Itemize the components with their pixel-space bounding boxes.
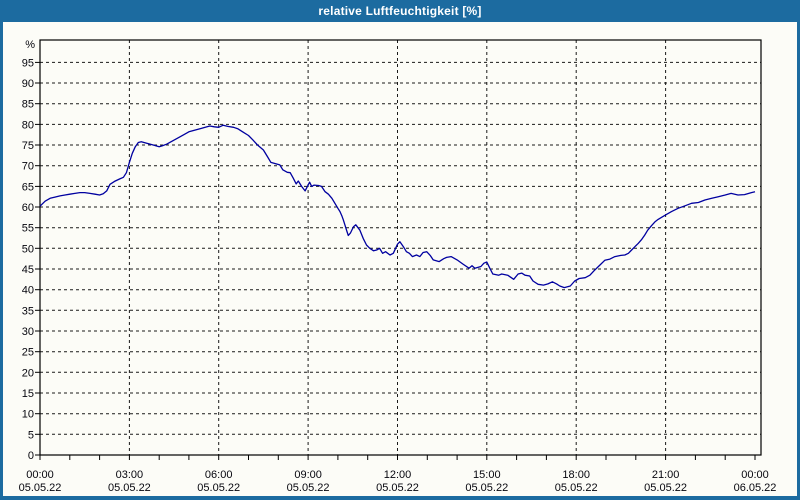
y-tick-label: 30 bbox=[22, 326, 34, 338]
x-tick-time-label: 21:00 bbox=[652, 469, 680, 481]
y-tick-label: 5 bbox=[28, 429, 34, 441]
y-tick-label: 15 bbox=[22, 388, 34, 400]
x-tick-date-label: 05.05.22 bbox=[465, 482, 508, 494]
y-tick-label: 85 bbox=[22, 99, 34, 111]
y-tick-label: 25 bbox=[22, 347, 34, 359]
x-tick-time-label: 06:00 bbox=[205, 469, 233, 481]
x-tick-date-label: 05.05.22 bbox=[287, 482, 330, 494]
x-tick-date-label: 05.05.22 bbox=[376, 482, 419, 494]
y-tick-label: 40 bbox=[22, 285, 34, 297]
x-tick-time-label: 09:00 bbox=[294, 469, 322, 481]
x-tick-time-label: 18:00 bbox=[562, 469, 590, 481]
y-tick-label: 20 bbox=[22, 367, 34, 379]
x-tick-date-label: 06.05.22 bbox=[734, 482, 777, 494]
x-tick-date-label: 05.05.22 bbox=[555, 482, 598, 494]
x-tick-date-label: 05.05.22 bbox=[197, 482, 240, 494]
y-tick-label: 35 bbox=[22, 305, 34, 317]
y-tick-label: 95 bbox=[22, 57, 34, 69]
y-tick-label: 60 bbox=[22, 202, 34, 214]
x-tick-time-label: 03:00 bbox=[116, 469, 144, 481]
y-tick-label: 80 bbox=[22, 119, 34, 131]
x-tick-date-label: 05.05.22 bbox=[108, 482, 151, 494]
x-tick-time-label: 00:00 bbox=[26, 469, 54, 481]
y-tick-label: 75 bbox=[22, 140, 34, 152]
plot-frame bbox=[39, 39, 762, 456]
y-axis-unit-label: % bbox=[25, 39, 35, 51]
window-title: relative Luftfeuchtigkeit [%] bbox=[318, 4, 482, 18]
x-tick-time-label: 12:00 bbox=[384, 469, 412, 481]
y-tick-label: 70 bbox=[22, 161, 34, 173]
y-tick-label: 65 bbox=[22, 181, 34, 193]
window-titlebar[interactable]: relative Luftfeuchtigkeit [%] bbox=[0, 0, 800, 22]
x-tick-time-label: 00:00 bbox=[741, 469, 769, 481]
chart-content-area bbox=[3, 22, 797, 496]
y-tick-label: 45 bbox=[22, 264, 34, 276]
x-tick-time-label: 15:00 bbox=[473, 469, 501, 481]
y-tick-label: 55 bbox=[22, 223, 34, 235]
y-tick-label: 0 bbox=[28, 450, 34, 462]
y-tick-label: 50 bbox=[22, 243, 34, 255]
x-tick-date-label: 05.05.22 bbox=[19, 482, 62, 494]
humidity-series-line bbox=[39, 124, 756, 289]
y-tick-label: 10 bbox=[22, 409, 34, 421]
y-tick-label: 90 bbox=[22, 78, 34, 90]
x-tick-date-label: 05.05.22 bbox=[644, 482, 687, 494]
